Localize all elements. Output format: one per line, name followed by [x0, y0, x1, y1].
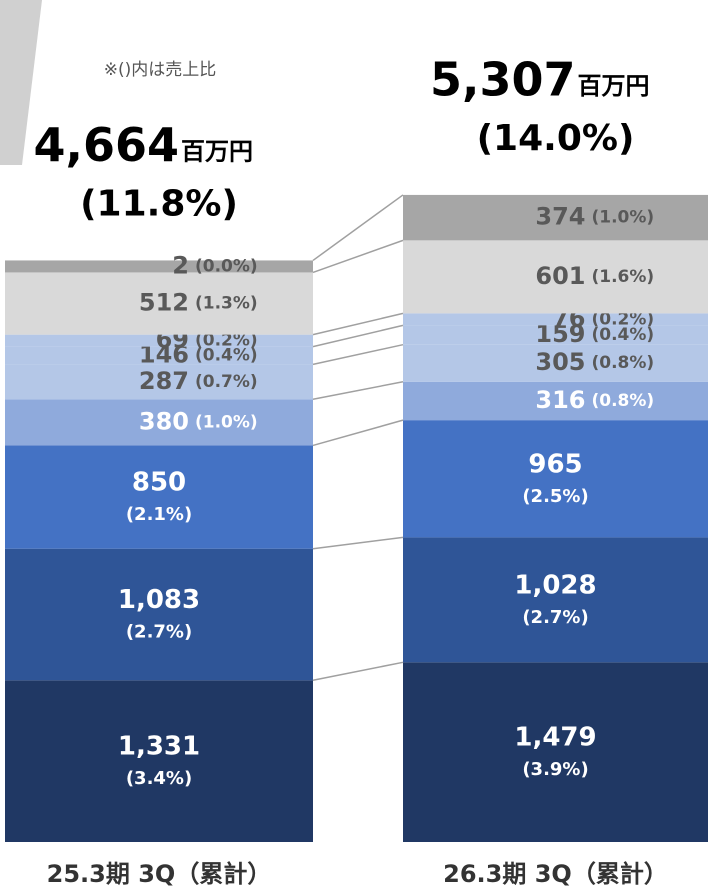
value-label: 1,331 [118, 732, 200, 762]
connector [312, 419, 404, 447]
total-label: 5,307 [430, 52, 576, 106]
connector [312, 343, 404, 366]
bar-segment [5, 346, 313, 365]
bar-segment [403, 194, 708, 241]
connector [312, 536, 404, 550]
bar-segment [5, 445, 313, 549]
value-label: 316 [535, 386, 585, 414]
total-unit: 百万円 [181, 137, 253, 165]
value-label: 2 [172, 251, 189, 279]
bar-segment [5, 548, 313, 681]
ratio-label: (0.7%) [195, 372, 258, 392]
bar-segment [403, 313, 708, 326]
bar-segment [403, 325, 708, 345]
ratio-label: (0.0%) [195, 256, 258, 276]
ratio-label: (1.6%) [592, 267, 655, 287]
total-ratio: (14.0%) [477, 118, 635, 159]
ratio-label: (0.4%) [592, 325, 655, 345]
ratio-label: (0.8%) [592, 391, 655, 411]
ratio-label: (1.0%) [195, 412, 258, 432]
value-label: 965 [528, 449, 582, 479]
value-label: 1,083 [118, 585, 200, 615]
value-label: 374 [535, 203, 585, 231]
bar-segment [5, 680, 313, 842]
ratio-label: (2.1%) [126, 504, 192, 525]
connector [312, 312, 404, 336]
connector [312, 324, 404, 348]
bar-segment [403, 240, 708, 314]
total-ratio: (11.8%) [80, 183, 238, 224]
ratio-label: (1.0%) [592, 208, 655, 228]
value-label: 850 [132, 468, 186, 498]
value-label: 601 [535, 262, 585, 290]
value-label: 1,479 [514, 723, 596, 753]
ratio-label: (2.7%) [522, 607, 588, 628]
note: ※()内は売上比 [104, 60, 217, 80]
value-label: 305 [535, 348, 585, 376]
bar-segment [5, 399, 313, 446]
ratio-label: (2.7%) [126, 621, 192, 642]
bar-segment [403, 344, 708, 382]
bar-segment [5, 260, 313, 273]
bar-segment [403, 381, 708, 421]
ratio-label: (1.3%) [195, 294, 258, 314]
value-label: 512 [139, 289, 189, 317]
ratio-label: (3.9%) [522, 759, 588, 780]
bar-segment [403, 537, 708, 663]
ratio-label: (0.2%) [195, 331, 258, 351]
x-tick-label: 26.3期 3Q（累計） [443, 860, 668, 888]
connector [312, 381, 404, 400]
connector [312, 194, 404, 262]
bar-segment [5, 272, 313, 335]
ratio-label: (0.2%) [592, 309, 655, 329]
value-label: 287 [139, 367, 189, 395]
arrow-shape [0, 0, 42, 165]
total-label: 4,664 [33, 118, 179, 172]
value-label: 1,028 [514, 570, 596, 600]
x-tick-label: 25.3期 3Q（累計） [47, 860, 272, 888]
connector [312, 239, 404, 274]
bar-segment [403, 420, 708, 538]
bar-segment [403, 662, 708, 842]
ratio-label: (3.4%) [126, 768, 192, 789]
total-unit: 百万円 [578, 72, 650, 100]
ratio-label: (0.8%) [592, 353, 655, 373]
bar-segment [5, 334, 313, 347]
value-label: 380 [139, 407, 189, 435]
bar-segment [5, 364, 313, 400]
ratio-label: (2.5%) [522, 486, 588, 507]
connector [312, 661, 404, 682]
ratio-label: (0.4%) [195, 346, 258, 366]
